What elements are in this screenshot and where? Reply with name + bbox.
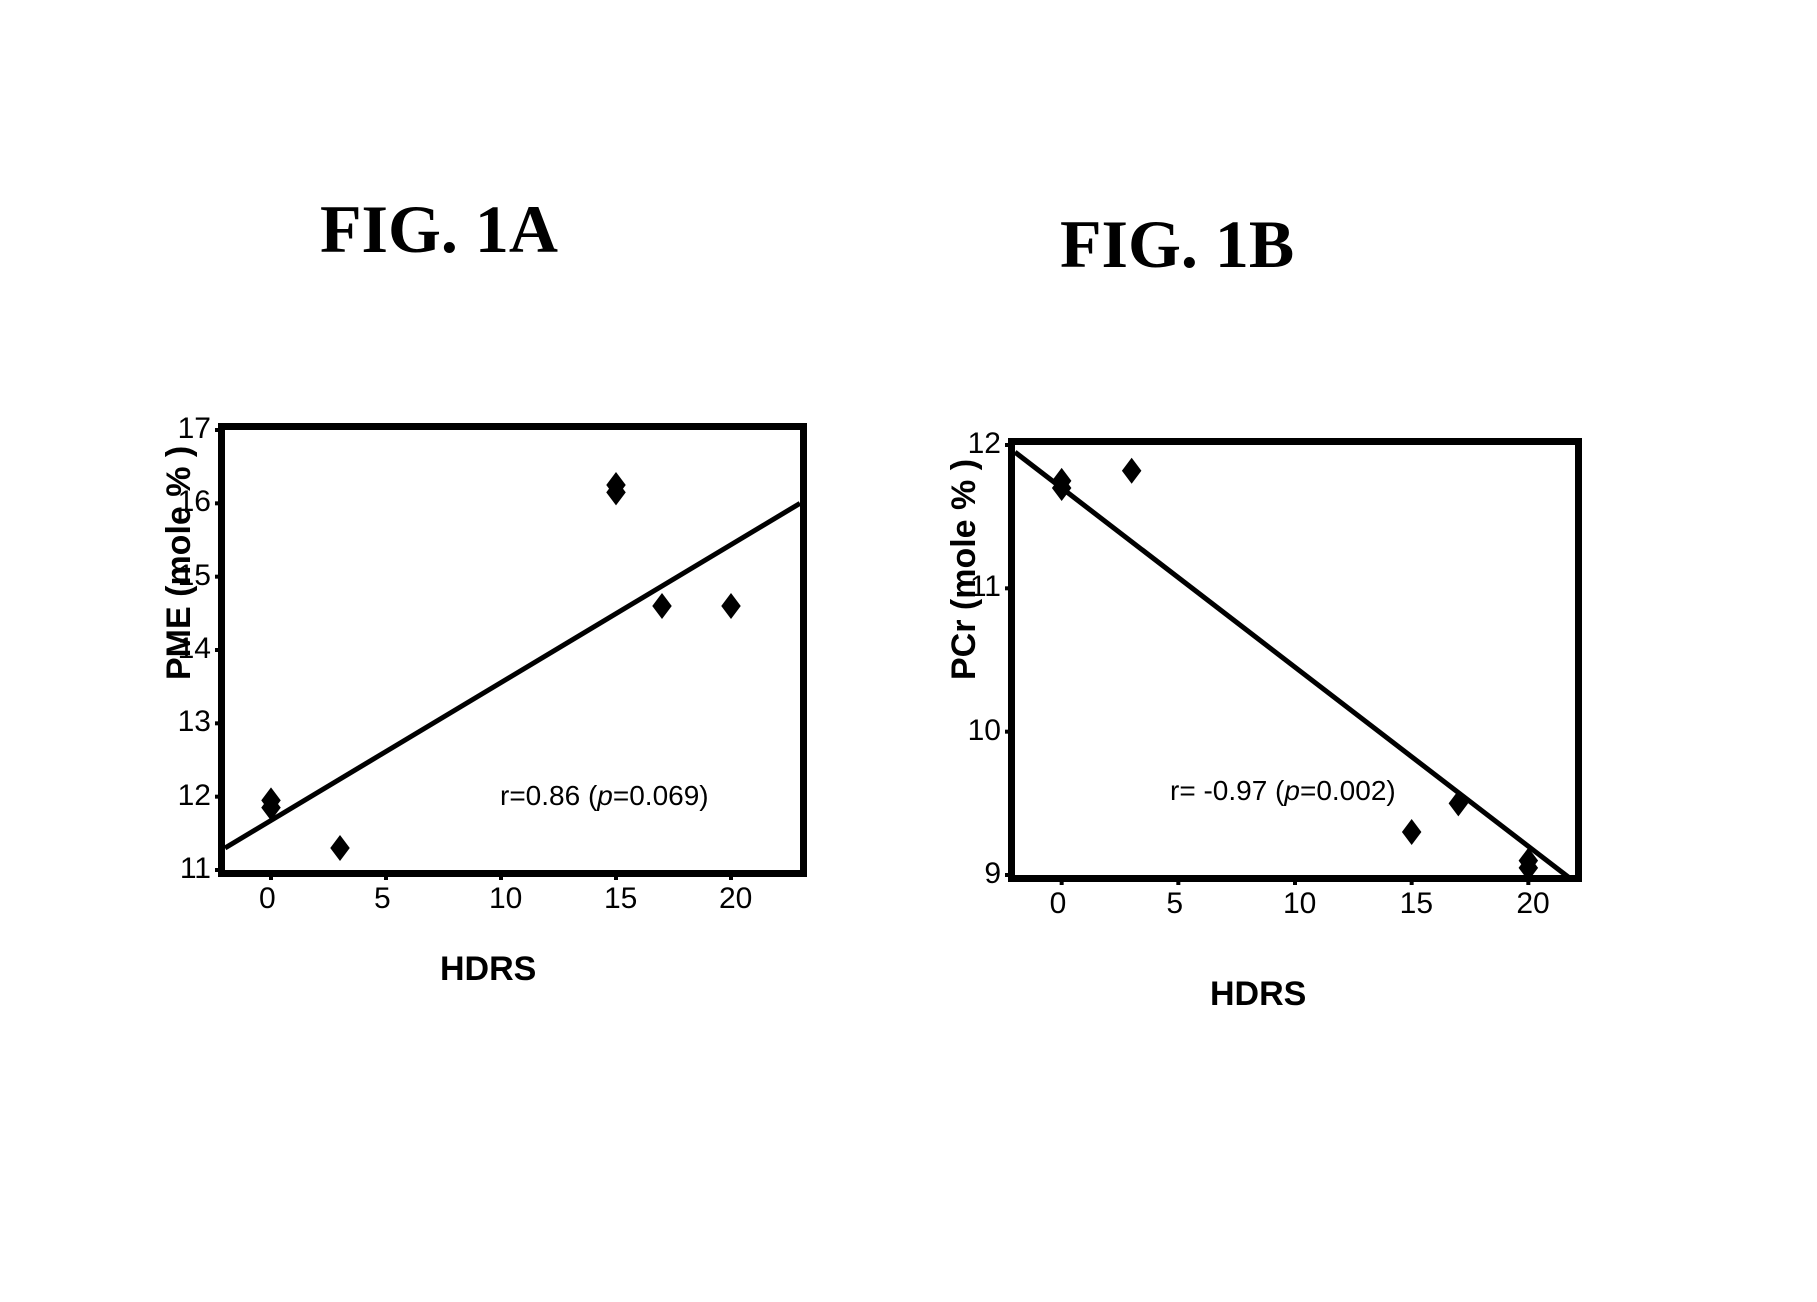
fit-line: [1015, 452, 1575, 882]
plot-svg-B: [0, 0, 1817, 1302]
data-point: [1449, 790, 1469, 816]
stats-annotation: r= -0.97 (p=0.002): [1170, 775, 1396, 807]
data-point: [1402, 819, 1422, 845]
y-axis-label: PCr (mole % ): [945, 459, 984, 680]
x-axis-label: HDRS: [1210, 975, 1306, 1014]
data-point: [1122, 458, 1142, 484]
